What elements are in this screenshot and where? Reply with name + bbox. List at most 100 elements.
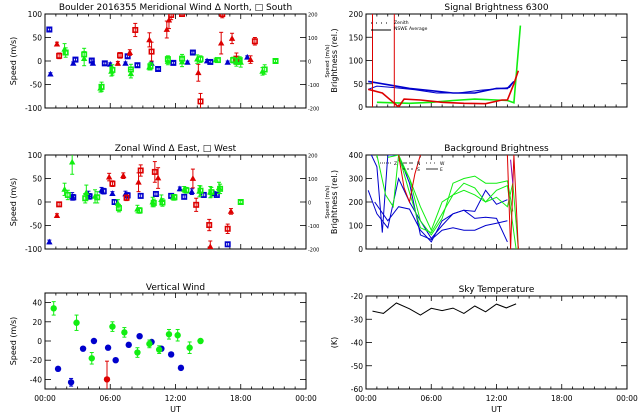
marker-triangle xyxy=(176,185,184,192)
marker-square xyxy=(197,187,204,194)
marker-square xyxy=(171,194,178,201)
panel-background: Background Brightness 400 300 200 100 0 Bright… xyxy=(330,144,628,254)
marker-square xyxy=(217,185,224,192)
data-layer xyxy=(46,155,244,249)
marker-square xyxy=(179,55,186,62)
y-tick-label: 0 xyxy=(37,57,42,66)
marker-triangle xyxy=(135,178,142,185)
marker-square xyxy=(179,14,186,18)
y-tick-label: 100 xyxy=(349,222,364,231)
y2-tick-label: 100 xyxy=(308,177,318,183)
marker-square xyxy=(148,48,155,55)
data-point-green-south xyxy=(179,53,186,64)
marker-triangle xyxy=(46,238,53,245)
marker-square xyxy=(94,194,101,201)
series-line-red-2 xyxy=(506,155,519,249)
y2-tick-label: 200 xyxy=(308,13,318,19)
marker-square xyxy=(137,167,144,174)
legend-entry: W xyxy=(440,161,445,167)
data-point-blue xyxy=(136,333,143,340)
marker-square xyxy=(197,56,204,63)
marker-triangle xyxy=(53,40,61,47)
marker-circle xyxy=(67,379,75,386)
y-tick-label: 300 xyxy=(349,175,364,184)
data-point-green xyxy=(50,301,57,316)
data-point-green-south xyxy=(81,47,88,62)
marker-square xyxy=(147,63,154,70)
marker-triangle xyxy=(184,59,191,65)
data-point-blue-east xyxy=(109,190,116,196)
data-point-blue-south xyxy=(170,59,177,66)
y-tick-label: -50 xyxy=(30,222,42,231)
plot-frame xyxy=(44,292,307,390)
y-tick-label: 200 xyxy=(349,198,364,207)
data-point-green-west xyxy=(94,191,101,204)
data-point-green-south xyxy=(214,57,221,64)
marker-square xyxy=(237,199,244,206)
plot-frame xyxy=(365,295,628,390)
marker-triangle xyxy=(228,35,236,41)
data-point-blue-south xyxy=(101,60,108,67)
data-point-red-south xyxy=(219,14,226,19)
marker-triangle xyxy=(154,174,162,181)
data-point-green-south xyxy=(236,56,243,65)
data-point-green-west xyxy=(150,198,157,208)
data-point-red-east xyxy=(105,172,113,182)
y2-tick-label: -200 xyxy=(308,248,319,254)
marker-square xyxy=(132,26,139,33)
series-line-green-2 xyxy=(387,155,519,249)
y2-tick-label: 0 xyxy=(308,60,311,66)
data-point-green-west xyxy=(183,186,190,194)
data-point-green xyxy=(121,327,128,338)
y2-axis-label: Speed (m/s) xyxy=(325,185,331,218)
marker-triangle xyxy=(224,59,231,65)
data-point-green-south xyxy=(261,64,268,75)
data-point-red-north xyxy=(247,55,254,64)
data-point-blue xyxy=(167,351,175,358)
marker-square xyxy=(150,199,157,206)
data-point-green-west xyxy=(64,189,71,201)
marker-triangle xyxy=(244,53,251,60)
y-tick-label: 100 xyxy=(349,57,364,66)
x-tick-label: 00:00 xyxy=(355,394,377,403)
marker-square xyxy=(72,56,79,63)
marker-circle xyxy=(88,355,95,362)
marker-square xyxy=(193,201,200,208)
series-line-purple-1 xyxy=(510,159,514,184)
data-point-red-west xyxy=(56,201,63,208)
y-tick-label: -50 xyxy=(30,81,42,90)
marker-square xyxy=(109,180,116,187)
chart-title: Boulder 2016355 Meridional Wind Δ North,… xyxy=(59,3,292,13)
y-tick-label: 100 xyxy=(28,151,43,160)
data-point-red-west xyxy=(151,161,158,183)
data-point-red-east xyxy=(53,212,61,219)
marker-square xyxy=(98,83,105,90)
marker-square xyxy=(170,59,177,66)
data-point-blue xyxy=(90,337,98,345)
marker-square xyxy=(70,194,77,201)
y-tick-label: 100 xyxy=(28,10,43,19)
marker-circle xyxy=(165,331,173,338)
data-point-blue-south xyxy=(88,57,95,64)
marker-square xyxy=(81,51,88,58)
data-point-green-west xyxy=(171,193,178,201)
y-axis-label: (K) xyxy=(330,337,339,349)
data-point-blue xyxy=(177,364,185,372)
marker-square xyxy=(208,189,215,196)
data-point-green xyxy=(165,328,173,340)
data-point-green-east xyxy=(69,155,76,175)
marker-square xyxy=(137,192,144,199)
data-point-red-west xyxy=(224,223,231,234)
marker-square xyxy=(261,66,268,73)
marker-circle xyxy=(103,376,111,383)
data-point-green-south xyxy=(109,64,116,76)
marker-circle xyxy=(109,323,116,330)
series-line-green-avg xyxy=(376,25,522,105)
series-line-green-3 xyxy=(398,159,517,249)
data-point-red-east xyxy=(207,240,214,249)
y-tick-label: 50 xyxy=(353,80,363,89)
marker-square xyxy=(272,57,279,64)
data-point-red-west xyxy=(123,194,130,202)
y-tick-label: 50 xyxy=(32,34,42,43)
marker-square xyxy=(251,38,258,45)
